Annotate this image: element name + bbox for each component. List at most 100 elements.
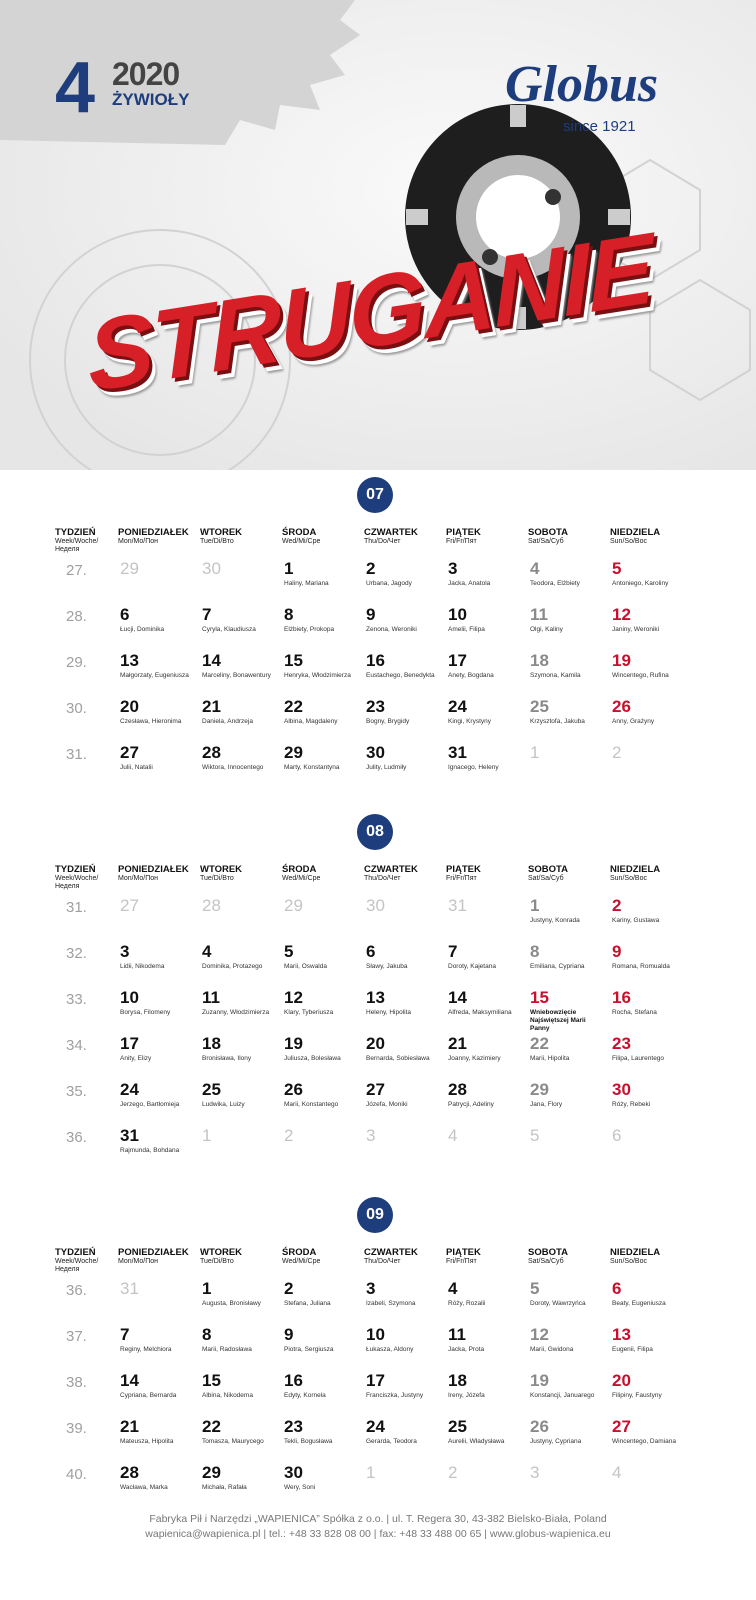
name-days: Ignacego, Heleny [448,764,499,771]
weekday-sub: Tue/Di/Вто [200,538,234,545]
day-number: 6 [612,1126,622,1145]
day-number: 2 [284,1126,294,1145]
day-number: 27 [120,743,139,762]
month-badge: 07 [357,477,393,513]
day-number: 6 [612,1279,622,1298]
weekday-header: ŚRODA [282,1247,317,1258]
name-days: Urbana, Jagody [366,580,412,587]
day-number: 28 [448,1080,467,1099]
weekday-header: SOBOTA [528,527,568,538]
weekday-sub: Wed/Mi/Сре [282,875,321,882]
name-days: Eugenii, Filipa [612,1346,653,1353]
day-number: 28 [202,743,221,762]
name-days: Gerarda, Teodora [366,1438,417,1445]
day-number: 6 [120,605,130,624]
day-number: 3 [366,1279,376,1298]
name-days: Albina, Magdaleny [284,718,338,725]
name-days: Łucji, Dominika [120,626,165,633]
name-days: Augusta, Bronisławy [202,1300,261,1307]
name-days: Marty, Konstantyna [284,764,340,771]
weekday-header: TYDZIEŃ [55,864,96,875]
name-days: Marceliny, Bonawentury [202,672,271,679]
weekday-header: NIEDZIELA [610,527,661,538]
week-number: 29. [66,654,87,671]
name-days: Doroty, Wawrzyńca [530,1300,586,1307]
name-days: Doroty, Kajetana [448,963,496,970]
day-number: 3 [530,1463,540,1482]
day-number: 21 [202,697,221,716]
name-days: Marii, Konstantego [284,1101,339,1108]
day-number: 27 [120,896,139,915]
name-days: Piotra, Sergiusza [284,1346,334,1353]
day-number: 1 [284,559,294,578]
name-days: Aurelii, Władysława [448,1438,505,1445]
day-number: 15 [202,1371,221,1390]
day-number: 15 [530,988,549,1007]
weekday-header: WTOREK [200,864,243,875]
name-days: Jana, Flory [530,1101,563,1108]
name-days: Jacka, Anatola [448,580,491,587]
day-number: 23 [612,1034,631,1053]
name-days: Daniela, Andrzeja [202,718,253,725]
weekday-header: WTOREK [200,527,243,538]
day-number: 2 [612,743,622,762]
weekday-sub: Week/Woche/Неделя [55,538,99,553]
day-number: 4 [612,1463,622,1482]
day-number: 24 [120,1080,139,1099]
day-number: 9 [612,942,622,961]
name-days: Cyryla, Klaudiusza [202,626,256,633]
name-days: Franciszka, Justyny [366,1392,424,1399]
day-number: 2 [366,559,376,578]
name-days: Konstancji, Januarego [530,1392,595,1399]
name-days: Czesława, Hieronima [120,718,182,725]
weekday-header: ŚRODA [282,527,317,538]
day-number: 19 [612,651,631,670]
day-number: 19 [284,1034,303,1053]
day-number: 22 [530,1034,549,1053]
weekday-sub: Tue/Di/Вто [200,875,234,882]
name-days: Izabeli, Szymona [366,1300,416,1307]
day-number: 14 [120,1371,139,1390]
day-number: 10 [366,1325,385,1344]
name-days: Edyty, Kornela [284,1392,326,1399]
name-days: Bernarda, Sobiesława [366,1055,430,1062]
day-number: 29 [120,559,139,578]
weekday-header: PONIEDZIAŁEK [118,527,189,538]
header-art [0,0,756,470]
day-number: 21 [120,1417,139,1436]
name-days: Anity, Elizy [120,1055,152,1062]
day-number: 14 [202,651,221,670]
day-number: 5 [530,1126,540,1145]
day-number: 26 [284,1080,303,1099]
day-number: 4 [530,559,540,578]
day-number: 27 [366,1080,385,1099]
weekday-header: NIEDZIELA [610,864,661,875]
day-number: 1 [202,1279,212,1298]
name-days: Róży, Rebeki [612,1101,651,1108]
day-number: 22 [202,1417,221,1436]
name-days: Wery, Soni [284,1484,316,1491]
day-number: 24 [366,1417,385,1436]
day-number: 13 [612,1325,631,1344]
day-number: 18 [530,651,549,670]
day-number: 30 [366,743,385,762]
day-number: 3 [120,942,130,961]
name-days: Jacka, Prota [448,1346,485,1353]
day-number: 1 [202,1126,212,1145]
day-number: 10 [448,605,467,624]
day-number: 10 [120,988,139,1007]
weekday-sub: Thu/Do/Чет [364,538,401,545]
day-number: 8 [530,942,540,961]
day-number: 20 [612,1371,631,1390]
weekday-header: TYDZIEŃ [55,527,96,538]
day-number: 7 [202,605,212,624]
day-number: 5 [284,942,294,961]
day-number: 9 [284,1325,294,1344]
day-number: 15 [284,651,303,670]
weekday-sub: Week/Woche/Неделя [55,875,99,890]
name-days: Marii, Oswalda [284,963,327,970]
name-days: Justyny, Cypriana [530,1438,582,1445]
name-days: Kingi, Krystyny [448,718,491,725]
day-number: 6 [366,942,376,961]
